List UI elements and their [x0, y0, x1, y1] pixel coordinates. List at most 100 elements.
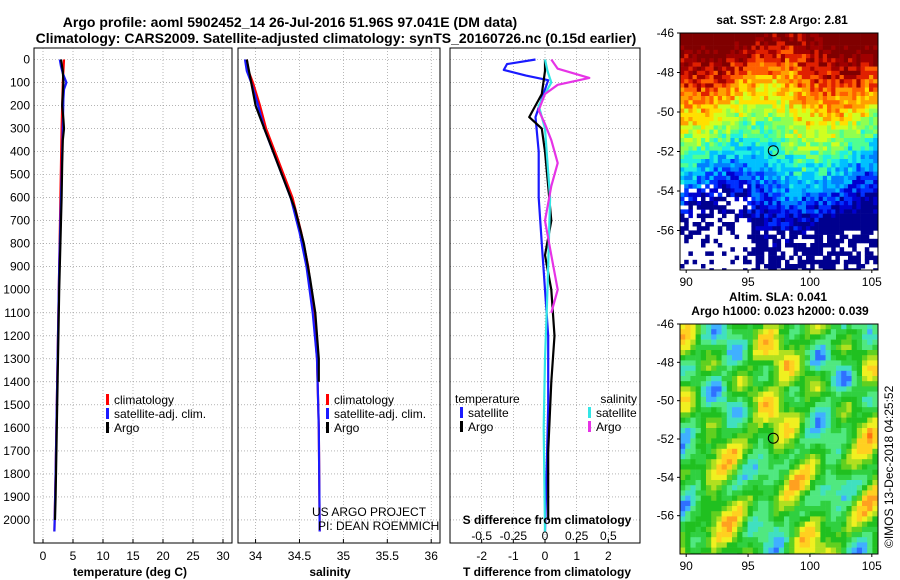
- sla-cell: [815, 464, 821, 470]
- sst-cell: [772, 83, 777, 88]
- sst-cell: [864, 58, 870, 63]
- sst-cell: [776, 184, 782, 189]
- sst-cell: [852, 184, 857, 189]
- sla-cell: [784, 339, 790, 346]
- sst-cell: [730, 171, 735, 177]
- sst-cell: [827, 83, 832, 88]
- sst-cell: [864, 234, 870, 240]
- sla-cell: [784, 355, 790, 361]
- sla-cell: [867, 516, 873, 522]
- sst-cell: [793, 192, 798, 198]
- sla-cell: [732, 402, 738, 408]
- sst-cell: [839, 238, 845, 244]
- sst-cell: [717, 104, 723, 109]
- sla-cell: [841, 469, 847, 476]
- sst-cell: [806, 129, 811, 135]
- sla-cell: [716, 547, 722, 554]
- sst-cell: [789, 268, 794, 270]
- sst-cell: [688, 66, 693, 72]
- sst-cell: [869, 91, 874, 97]
- sla-cell: [721, 365, 728, 372]
- sla-cell: [680, 495, 686, 502]
- sst-cell: [810, 243, 815, 248]
- sla-cell: [836, 360, 842, 366]
- sst-cell: [852, 117, 857, 122]
- sla-cell: [867, 402, 873, 408]
- sst-cell: [688, 196, 693, 202]
- sla-cell: [763, 417, 769, 424]
- sla-cell: [841, 537, 847, 543]
- sst-cell: [864, 150, 870, 156]
- sst-cell: [730, 154, 735, 160]
- sst-cell: [843, 91, 849, 97]
- sst-cell: [869, 163, 874, 168]
- sst-cell: [751, 96, 756, 101]
- sla-cell: [856, 537, 863, 543]
- temperature-x-ticks: 0 5 10 15 20 25 30: [40, 539, 230, 563]
- sla-cell: [810, 412, 816, 418]
- sla-cell: [758, 480, 764, 486]
- sla-cell: [773, 506, 780, 512]
- sst-cell: [751, 70, 756, 76]
- sla-cell: [747, 521, 754, 528]
- sst-cell: [755, 96, 761, 101]
- sst-cell: [755, 222, 761, 227]
- sst-cell: [848, 83, 853, 88]
- sla-cell: [737, 381, 743, 387]
- sla-cell: [773, 500, 780, 507]
- sst-cell: [743, 150, 748, 156]
- sla-cell: [706, 334, 712, 340]
- sla-cell: [742, 344, 748, 351]
- sla-cell: [768, 480, 774, 486]
- sst-cell: [814, 104, 819, 109]
- sla-cell: [706, 386, 712, 392]
- sla-cell: [794, 334, 800, 340]
- sla-cell: [810, 344, 816, 351]
- sla-cell: [810, 495, 816, 502]
- sst-cell: [835, 217, 840, 223]
- sla-cell: [685, 417, 691, 424]
- sst-cell: [860, 91, 866, 97]
- sst-cell: [822, 222, 828, 227]
- sst-cell: [831, 104, 836, 109]
- sst-cell: [734, 180, 740, 185]
- sla-cell: [737, 485, 743, 491]
- sst-cell: [835, 196, 840, 202]
- sst-cell: [764, 104, 769, 109]
- sst-cell: [692, 184, 698, 189]
- sst-cell: [801, 175, 807, 181]
- sst-cell: [705, 125, 710, 130]
- sla-cell: [799, 542, 806, 548]
- sst-cell: [852, 112, 857, 118]
- sst-cell: [835, 255, 840, 261]
- sst-cell: [873, 117, 878, 122]
- sst-cell: [768, 79, 773, 84]
- sst-cell: [738, 180, 744, 185]
- sla-cell: [846, 386, 852, 392]
- sla-cell: [815, 329, 821, 335]
- sla-cell: [825, 412, 832, 418]
- sst-cell: [726, 226, 731, 231]
- sst-cell: [768, 117, 773, 122]
- sst-cell: [843, 264, 849, 269]
- sst-cell: [734, 196, 740, 202]
- sla-cell: [830, 537, 837, 543]
- sla-cell: [825, 511, 832, 517]
- sla-cell: [716, 474, 722, 481]
- sst-cell: [801, 188, 807, 193]
- sst-cell: [822, 201, 828, 206]
- sla-cell: [789, 433, 795, 439]
- sst-cell: [780, 138, 786, 143]
- sla-cell: [721, 360, 728, 366]
- sst-cell: [848, 129, 853, 135]
- sst-cell: [806, 259, 811, 265]
- sla-cell: [716, 422, 722, 429]
- sst-cell: [848, 205, 853, 210]
- sst-cell: [831, 205, 836, 210]
- sst-cell: [734, 37, 740, 42]
- sla-cell: [685, 511, 691, 517]
- sst-cell: [852, 222, 857, 227]
- sst-cell: [680, 142, 685, 147]
- sla-cell: [700, 386, 707, 392]
- sst-cell: [734, 133, 740, 139]
